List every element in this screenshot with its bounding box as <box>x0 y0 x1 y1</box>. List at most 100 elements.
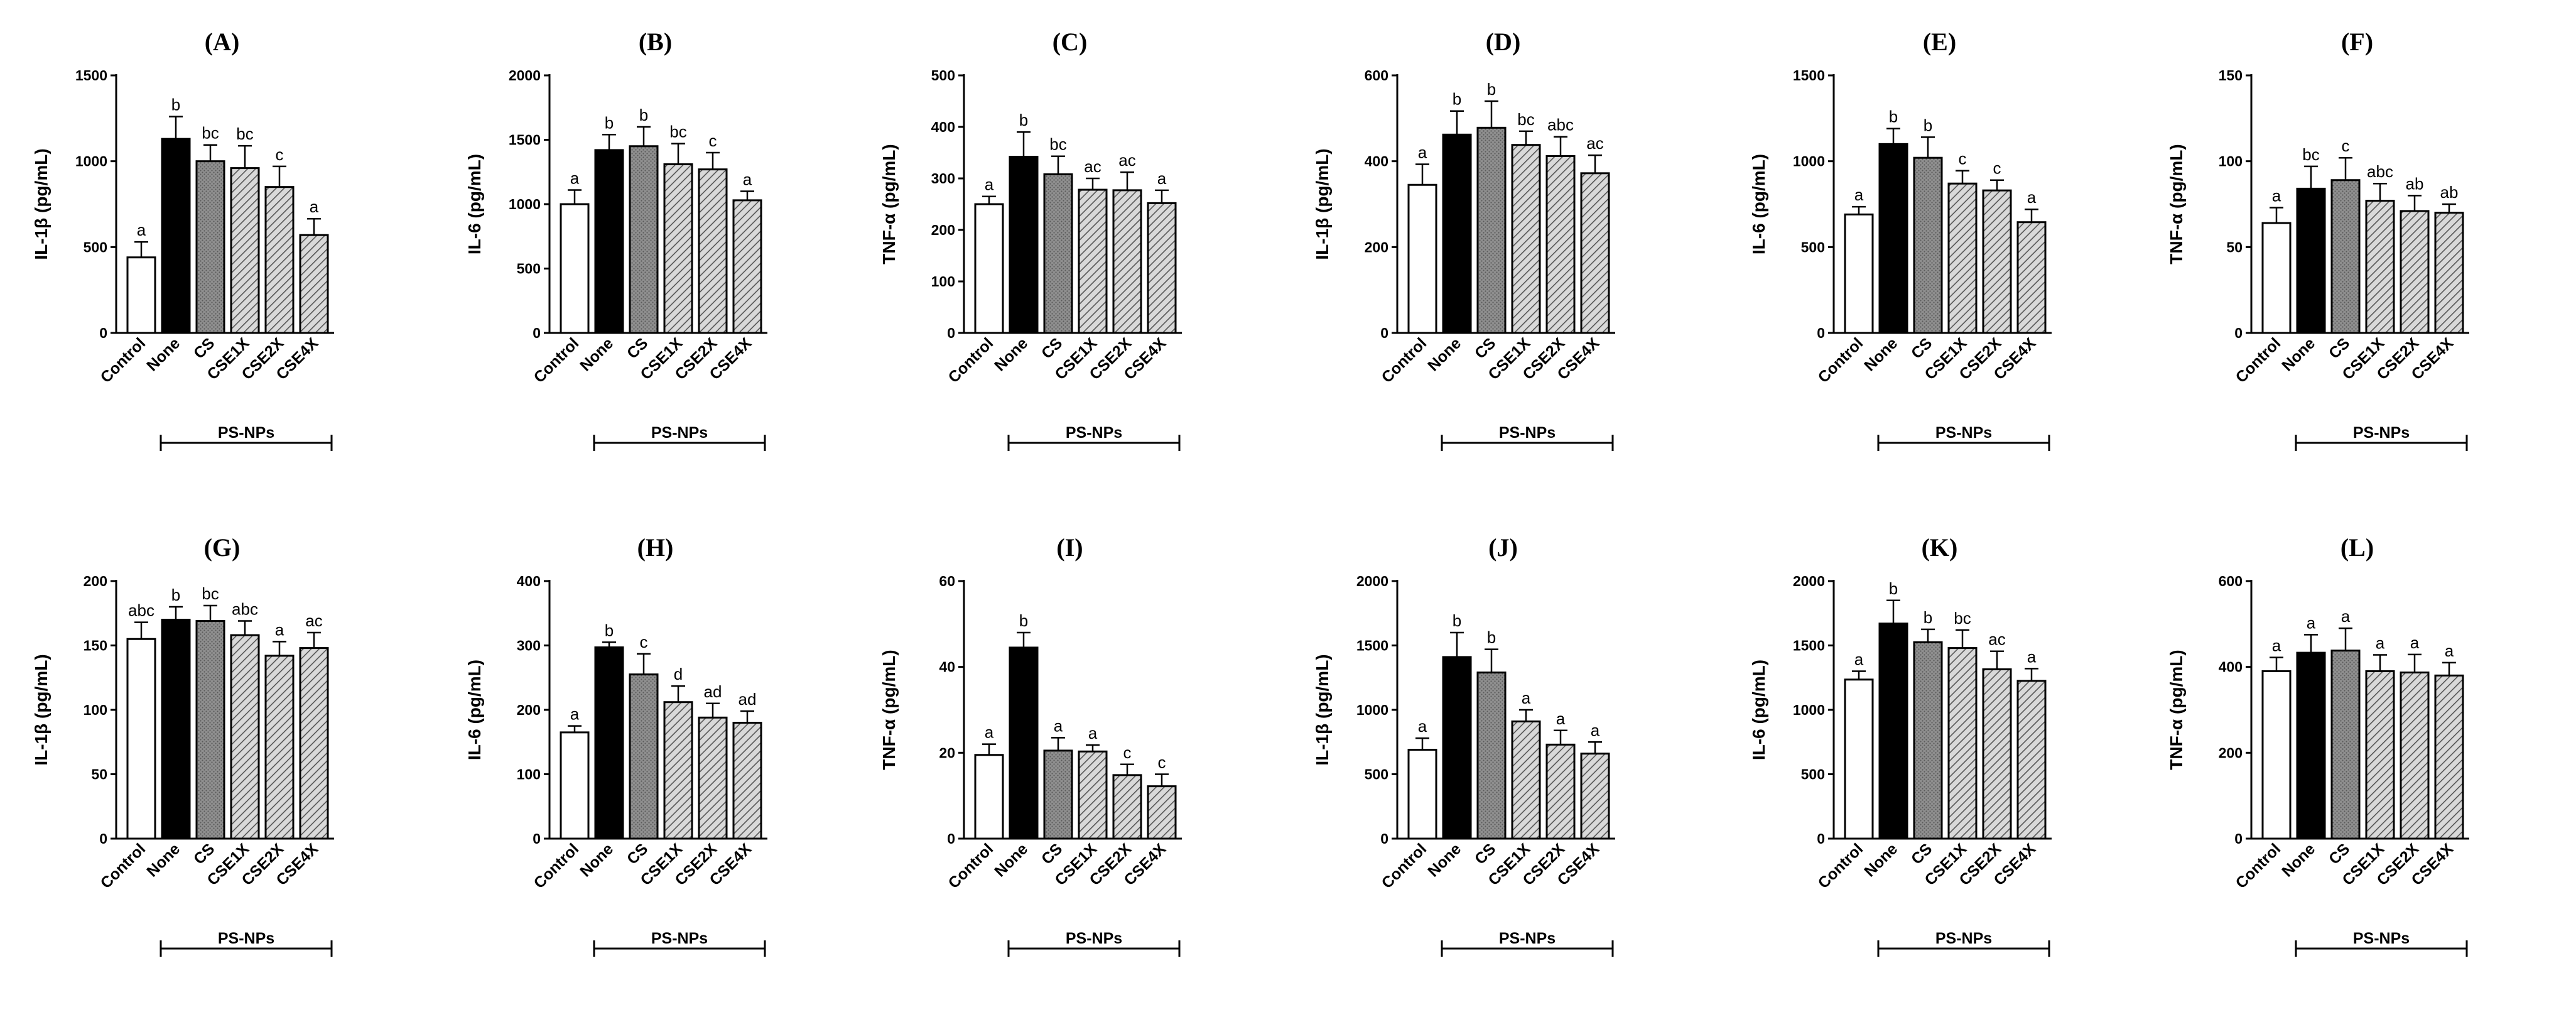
bar-cse2x <box>1982 189 2012 334</box>
y-tick-label: 1500 <box>509 132 541 148</box>
bar-cs <box>2330 179 2361 334</box>
bar-cse2x <box>1545 155 1576 334</box>
chart-panel: (J) 0 500 1000 1500 2000 IL-1β (pg/mL) a Control… <box>1312 533 1615 957</box>
chart-panel: (F) 0 50 100 150 TNF-α (pg/mL) a Control bc None c… <box>2167 28 2469 451</box>
significance-label: b <box>1924 608 1932 627</box>
significance-label: a <box>743 170 752 189</box>
significance-label: c <box>2342 136 2350 155</box>
significance-label: d <box>674 665 683 683</box>
x-tick-label: None <box>991 840 1031 880</box>
y-tick-label: 400 <box>517 573 541 589</box>
bar-cse4x <box>2434 674 2464 840</box>
x-tick-label: None <box>2278 334 2319 374</box>
x-tick-label: CS <box>1038 334 1066 362</box>
significance-label: ac <box>1118 151 1135 170</box>
bar-cs <box>1913 156 1943 334</box>
significance-label: abc <box>232 600 258 619</box>
y-tick-label: 600 <box>1365 67 1388 84</box>
panel-title: (I) <box>1056 533 1083 562</box>
group-label: PS-NPs <box>1066 424 1122 442</box>
chart-panel: (K) 0 500 1000 1500 2000 IL-6 (pg/mL) a Control b… <box>1749 533 2052 957</box>
y-axis-label: IL-6 (pg/mL) <box>465 660 484 760</box>
significance-label: a <box>2272 186 2281 205</box>
bar-none <box>2296 187 2326 334</box>
significance-label: b <box>1019 611 1028 630</box>
bar-cs <box>629 673 659 840</box>
significance-label: b <box>1487 628 1496 647</box>
group-label: PS-NPs <box>2353 424 2410 442</box>
bar-cs <box>1476 672 1507 840</box>
group-label: PS-NPs <box>2353 930 2410 947</box>
significance-label: a <box>570 168 580 187</box>
x-tick-label: None <box>1424 840 1464 880</box>
y-axis-label: TNF-α (pg/mL) <box>2167 144 2186 264</box>
bar-none <box>1878 623 1908 840</box>
y-tick-label: 150 <box>84 638 107 654</box>
significance-label: bc <box>2302 145 2319 164</box>
significance-label: a <box>1418 717 1427 736</box>
group-label: PS-NPs <box>651 424 708 442</box>
bar-cs <box>1476 126 1507 334</box>
group-label: PS-NPs <box>1935 424 1992 442</box>
bar-cse1x <box>663 701 693 840</box>
significance-label: b <box>1453 611 1461 630</box>
bar-cse4x <box>299 234 329 334</box>
y-tick-label: 0 <box>1380 830 1388 847</box>
bar-cse1x <box>230 634 260 840</box>
x-tick-label: Control <box>945 334 997 386</box>
y-tick-label: 400 <box>931 119 955 135</box>
y-tick-label: 1000 <box>1356 702 1388 718</box>
significance-label: a <box>2376 634 2385 653</box>
significance-label: c <box>1123 743 1132 762</box>
x-tick-label: CS <box>2325 840 2353 868</box>
bar-cse1x <box>1947 647 1978 840</box>
y-tick-label: 100 <box>931 273 955 290</box>
x-tick-label: None <box>143 334 183 374</box>
panel-title: (K) <box>1922 533 1958 562</box>
significance-label: b <box>171 95 180 114</box>
significance-label: a <box>1054 716 1063 735</box>
panel-title: (E) <box>1923 28 1956 56</box>
significance-label: b <box>1889 579 1898 598</box>
x-tick-label: Control <box>945 840 997 892</box>
significance-label: abc <box>1547 116 1574 134</box>
bar-cse2x <box>1112 189 1142 334</box>
x-tick-label: CS <box>2325 334 2353 362</box>
significance-label: ac <box>1084 157 1101 176</box>
chart-panel: (H) 0 100 200 300 400 IL-6 (pg/mL) a Control b Non… <box>465 533 767 957</box>
y-tick-label: 40 <box>939 659 955 675</box>
panel-title: (J) <box>1488 533 1518 562</box>
significance-label: bc <box>236 124 253 143</box>
bar-none <box>594 646 624 840</box>
y-tick-label: 1500 <box>75 67 107 84</box>
x-tick-label: None <box>1861 334 1901 374</box>
x-tick-label: CS <box>624 334 651 362</box>
bar-cse4x <box>732 722 762 840</box>
y-tick-label: 0 <box>99 830 107 847</box>
y-tick-label: 200 <box>2219 744 2243 761</box>
significance-label: b <box>639 106 648 124</box>
y-axis-label: TNF-α (pg/mL) <box>2167 650 2186 770</box>
significance-label: b <box>171 585 180 604</box>
bar-none <box>594 149 624 334</box>
group-label: PS-NPs <box>218 930 274 947</box>
x-tick-label: None <box>576 840 617 880</box>
bar-control <box>126 638 156 840</box>
significance-label: b <box>605 113 614 132</box>
group-label: PS-NPs <box>1066 930 1122 947</box>
chart-panel: (C) 0 100 200 300 400 500 TNF-α (pg/mL) a Control… <box>879 28 1182 451</box>
y-tick-label: 300 <box>517 638 541 654</box>
panel-title: (L) <box>2341 533 2374 562</box>
significance-label: c <box>709 131 717 150</box>
bar-control <box>1407 183 1437 334</box>
y-tick-label: 2000 <box>1356 573 1388 589</box>
x-tick-label: Control <box>1378 334 1431 386</box>
x-tick-label: None <box>1861 840 1901 880</box>
x-tick-label: CS <box>1908 334 1935 362</box>
group-label: PS-NPs <box>651 930 708 947</box>
x-tick-label: None <box>143 840 183 880</box>
chart-panel: (A) 0 500 1000 1500 IL-1β (pg/mL) a Control b Non… <box>31 28 334 451</box>
y-axis-label: TNF-α (pg/mL) <box>879 650 899 770</box>
